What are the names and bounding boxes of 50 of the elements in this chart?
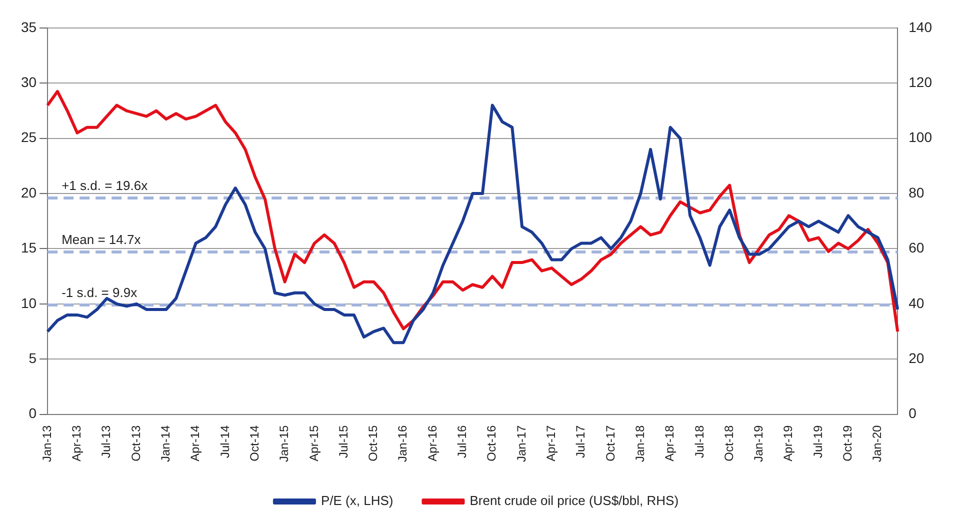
y-tick-label: 30 (20, 74, 37, 90)
x-tick-label: Oct-15 (366, 424, 380, 462)
x-tick-label: Apr-16 (425, 424, 440, 462)
y2-tick-label: 100 (908, 129, 932, 146)
y-tick-label: 0 (28, 405, 37, 422)
x-tick-label: Jul-15 (336, 424, 350, 458)
legend-label: P/E (x, LHS) (320, 493, 394, 508)
x-tick-label: Oct-19 (840, 424, 855, 462)
x-tick-label: Oct-18 (722, 424, 736, 462)
x-tick-label: Apr-13 (70, 424, 84, 462)
y-tick-label: 5 (28, 350, 37, 366)
x-tick-label: Jul-19 (810, 424, 825, 458)
x-tick-label: Jan-15 (277, 424, 292, 462)
x-tick-label: Apr-18 (662, 424, 677, 462)
y-tick-label: 10 (20, 294, 37, 311)
legend-label: Brent crude oil price (US$/bbl, RHS) (470, 493, 679, 508)
x-tick-label: Jan-14 (158, 424, 172, 462)
y-tick-label: 15 (20, 240, 37, 256)
x-tick-label: Jan-13 (40, 424, 54, 462)
x-tick-label: Apr-15 (306, 424, 321, 462)
y2-tick-label: 60 (908, 240, 924, 256)
x-tick-label: Jul-18 (692, 424, 706, 458)
y2-tick-label: 140 (908, 18, 932, 35)
y2-tick-label: 0 (908, 405, 917, 422)
y-tick-label: 20 (20, 184, 37, 200)
y2-tick-label: 40 (908, 294, 924, 311)
x-tick-label: Jan-17 (514, 424, 528, 462)
y2-tick-label: 20 (908, 350, 924, 366)
y-tick-label: 25 (20, 129, 37, 146)
x-tick-label: Jul-13 (99, 424, 114, 458)
y2-tick-label: 80 (908, 184, 924, 200)
x-tick-label: Jul-17 (574, 424, 588, 458)
y2-tick-label: 120 (908, 74, 932, 90)
x-tick-label: Apr-14 (188, 424, 202, 462)
x-tick-label: Jul-16 (455, 424, 470, 458)
x-tick-label: Oct-17 (603, 424, 618, 462)
x-tick-label: Apr-17 (544, 424, 558, 462)
x-tick-label: Jan-16 (396, 424, 410, 462)
x-tick-label: Jan-20 (870, 424, 884, 462)
ref-line-label: +1 s.d. = 19.6x (62, 178, 148, 194)
x-tick-label: Oct-14 (247, 424, 262, 462)
x-tick-label: Jan-18 (632, 424, 647, 462)
y-tick-label: 35 (20, 18, 37, 35)
x-tick-label: Jul-14 (218, 424, 232, 458)
x-tick-label: Apr-19 (781, 424, 796, 462)
ref-line-label: Mean = 14.7x (62, 232, 142, 248)
x-tick-label: Jan-19 (752, 424, 766, 462)
ref-line-label: -1 s.d. = 9.9x (62, 285, 138, 300)
x-tick-label: Oct-13 (128, 424, 143, 462)
x-tick-label: Oct-16 (484, 424, 499, 462)
